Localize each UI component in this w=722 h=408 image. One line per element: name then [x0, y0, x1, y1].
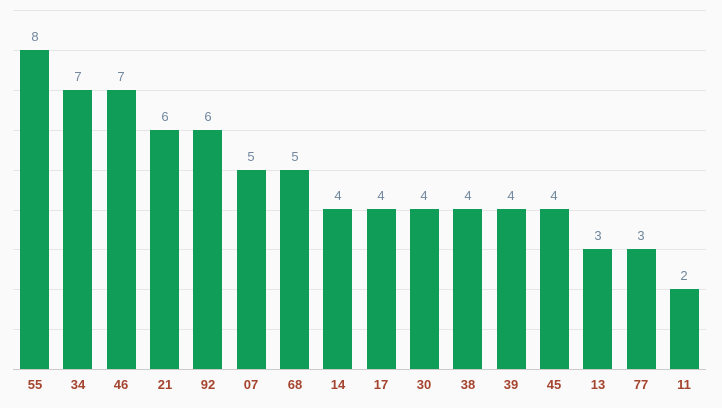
- x-axis-label: 14: [330, 377, 346, 392]
- x-axis-label: 77: [633, 377, 649, 392]
- x-axis-label: 68: [287, 377, 303, 392]
- bar[interactable]: [540, 209, 569, 369]
- bar[interactable]: [20, 50, 49, 369]
- bar-value-label: 2: [680, 268, 688, 283]
- bar[interactable]: [583, 249, 612, 369]
- bar[interactable]: [323, 209, 352, 369]
- bar-value-label: 3: [637, 228, 645, 243]
- x-axis-label: 45: [546, 377, 562, 392]
- x-axis-baseline: [13, 369, 706, 370]
- bar-value-label: 4: [464, 188, 472, 203]
- bar[interactable]: [367, 209, 396, 369]
- x-axis-label: 55: [27, 377, 43, 392]
- gridline: [13, 50, 706, 51]
- x-axis-label: 30: [416, 377, 432, 392]
- x-axis-label: 38: [460, 377, 476, 392]
- bar[interactable]: [107, 90, 136, 369]
- bar-value-label: 3: [594, 228, 602, 243]
- x-axis-label: 07: [243, 377, 259, 392]
- bar-value-label: 4: [377, 188, 385, 203]
- bar-value-label: 4: [550, 188, 558, 203]
- bar-value-label: 6: [204, 109, 212, 124]
- bar-value-label: 8: [31, 29, 39, 44]
- x-axis-label: 39: [503, 377, 519, 392]
- bar[interactable]: [453, 209, 482, 369]
- bar[interactable]: [280, 170, 309, 369]
- bar-value-label: 5: [247, 149, 255, 164]
- bar-value-label: 4: [334, 188, 342, 203]
- x-axis-label: 17: [373, 377, 389, 392]
- bar[interactable]: [150, 130, 179, 369]
- x-axis-label: 11: [677, 377, 691, 392]
- x-axis-label: 34: [70, 377, 86, 392]
- bar-value-label: 4: [420, 188, 428, 203]
- bar[interactable]: [237, 170, 266, 369]
- gridline: [13, 10, 706, 11]
- x-axis-label: 21: [157, 377, 173, 392]
- x-axis-label: 46: [113, 377, 129, 392]
- bar[interactable]: [63, 90, 92, 369]
- bar[interactable]: [670, 289, 699, 369]
- bar[interactable]: [627, 249, 656, 369]
- bar[interactable]: [193, 130, 222, 369]
- bar-value-label: 5: [291, 149, 299, 164]
- bar-value-label: 6: [161, 109, 169, 124]
- bar-value-label: 4: [507, 188, 515, 203]
- x-axis-label: 92: [200, 377, 216, 392]
- bar[interactable]: [410, 209, 439, 369]
- bar-value-label: 7: [117, 69, 125, 84]
- x-axis-label: 13: [590, 377, 606, 392]
- bar-value-label: 7: [74, 69, 82, 84]
- bar[interactable]: [497, 209, 526, 369]
